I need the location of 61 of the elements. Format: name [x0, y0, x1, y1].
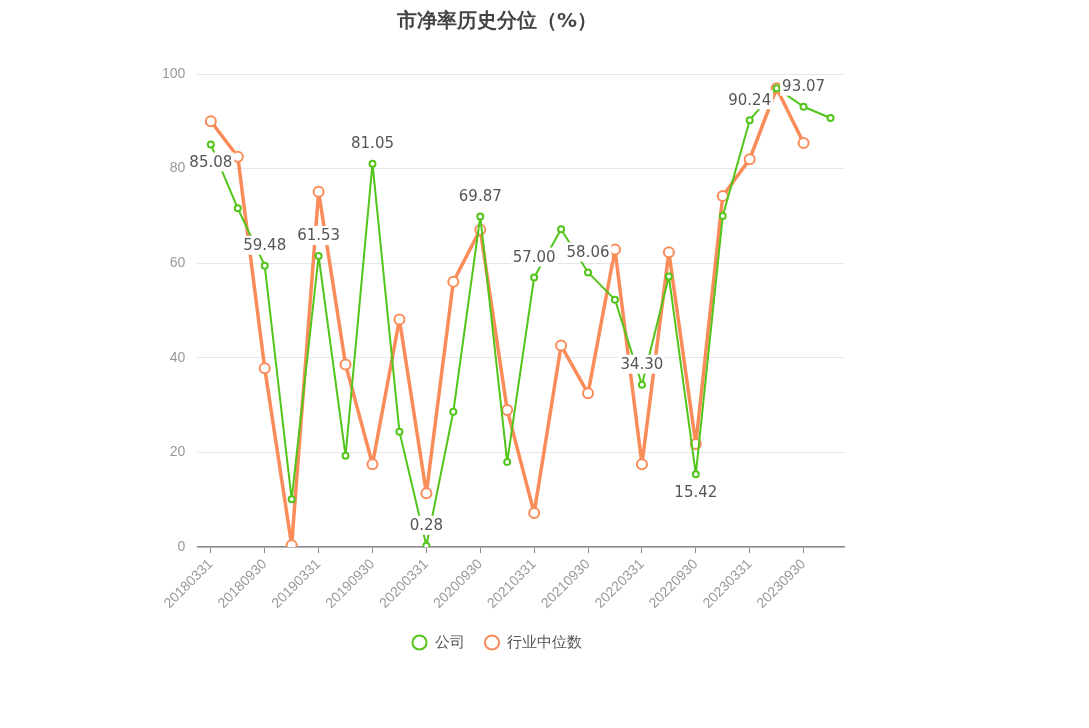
- point: [743, 153, 756, 166]
- point: [557, 225, 566, 234]
- data-label: 58.06: [566, 242, 610, 261]
- point: [528, 507, 541, 520]
- point: [582, 387, 595, 400]
- point: [204, 115, 217, 128]
- y-tick-label: 40: [169, 348, 186, 365]
- point: [691, 470, 700, 479]
- data-label: 15.42: [674, 482, 718, 501]
- y-tick-label: 100: [162, 64, 186, 81]
- point: [366, 458, 379, 471]
- point: [635, 458, 648, 471]
- point: [368, 159, 377, 168]
- data-label: 0.28: [409, 516, 444, 535]
- point: [206, 140, 215, 149]
- point: [449, 407, 458, 416]
- y-tick-label: 80: [169, 159, 186, 176]
- point: [718, 211, 727, 220]
- point: [233, 204, 242, 213]
- point: [555, 339, 568, 352]
- point: [393, 313, 406, 326]
- chart-title: 市净率历史分位（%）: [395, 8, 598, 33]
- point: [287, 495, 296, 504]
- data-label: 57.00: [512, 247, 556, 266]
- data-label: 90.24: [728, 90, 772, 109]
- data-label: 34.30: [620, 355, 664, 374]
- point: [584, 268, 593, 277]
- point: [395, 427, 404, 436]
- point: [826, 114, 835, 122]
- point: [422, 541, 431, 548]
- point: [799, 102, 808, 111]
- point: [662, 246, 675, 259]
- point: [339, 358, 352, 371]
- point: [637, 380, 646, 389]
- point: [745, 116, 754, 125]
- point: [664, 272, 673, 281]
- y-tick-label: 0: [177, 537, 186, 554]
- point: [503, 457, 512, 466]
- data-label: 69.87: [458, 186, 502, 205]
- point: [314, 251, 323, 260]
- point: [476, 212, 485, 221]
- point: [341, 451, 350, 460]
- point: [258, 362, 271, 375]
- legend-label: 公司: [434, 632, 465, 650]
- point: [260, 261, 269, 270]
- point: [501, 403, 514, 416]
- point: [530, 273, 539, 282]
- point: [447, 275, 460, 288]
- point: [420, 487, 433, 500]
- data-label: 81.05: [351, 134, 394, 153]
- point: [312, 185, 325, 198]
- data-label: 93.07: [782, 77, 826, 96]
- data-label: 59.48: [243, 236, 287, 255]
- point: [716, 190, 729, 203]
- data-label: 85.08: [189, 152, 233, 171]
- legend-label: 行业中位数: [507, 632, 582, 650]
- data-label: 61.53: [297, 226, 341, 245]
- y-tick-label: 60: [169, 254, 186, 271]
- y-tick-label: 20: [169, 443, 186, 460]
- point: [610, 295, 619, 304]
- point: [797, 137, 810, 150]
